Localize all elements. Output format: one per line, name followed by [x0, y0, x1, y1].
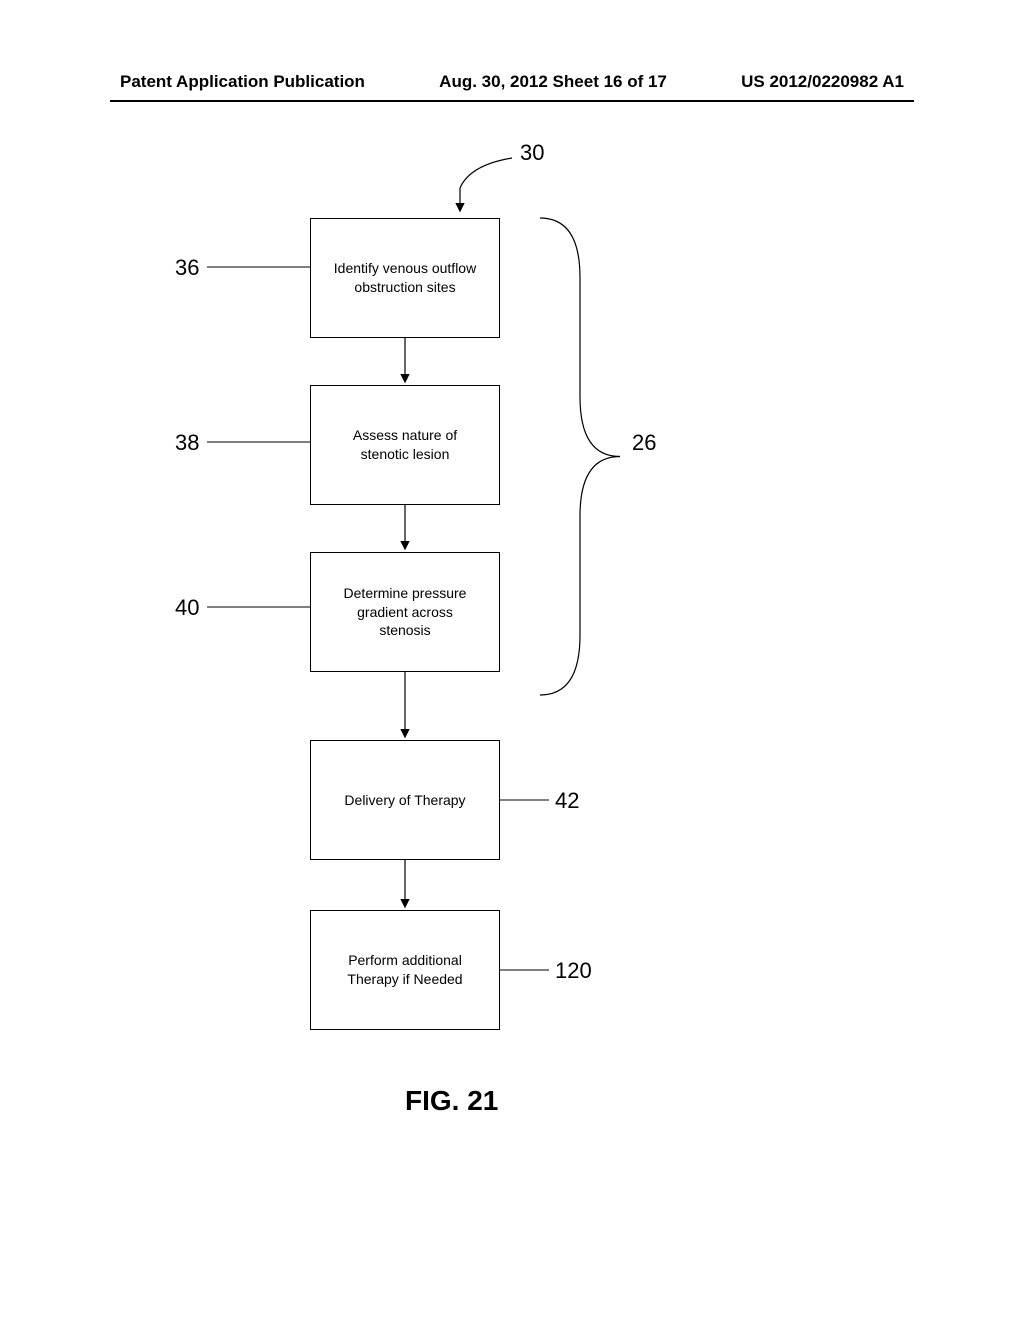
flow-step-label: Perform additional Therapy if Needed [347, 951, 462, 989]
ref-36: 36 [175, 255, 199, 281]
flow-step-label: Identify venous outflow obstruction site… [334, 259, 476, 297]
ref-26: 26 [632, 430, 656, 456]
header-rule [110, 100, 914, 102]
header-center: Aug. 30, 2012 Sheet 16 of 17 [439, 72, 667, 92]
flowchart-canvas: Identify venous outflow obstruction site… [0, 140, 1024, 1120]
ref-120: 120 [555, 958, 592, 984]
flowchart-svg [0, 140, 1024, 1120]
ref-40: 40 [175, 595, 199, 621]
flow-step-36: Identify venous outflow obstruction site… [310, 218, 500, 338]
header-right: US 2012/0220982 A1 [741, 72, 904, 92]
flow-step-label: Delivery of Therapy [344, 791, 465, 810]
header-left: Patent Application Publication [120, 72, 365, 92]
ref-30: 30 [520, 140, 544, 166]
flow-step-label: Determine pressure gradient across steno… [344, 584, 467, 641]
flow-step-label: Assess nature of stenotic lesion [353, 426, 457, 464]
flow-step-120: Perform additional Therapy if Needed [310, 910, 500, 1030]
flow-step-42: Delivery of Therapy [310, 740, 500, 860]
figure-caption: FIG. 21 [405, 1085, 498, 1117]
patent-header: Patent Application Publication Aug. 30, … [0, 72, 1024, 92]
ref-38: 38 [175, 430, 199, 456]
ref-42: 42 [555, 788, 579, 814]
flow-step-40: Determine pressure gradient across steno… [310, 552, 500, 672]
flow-step-38: Assess nature of stenotic lesion [310, 385, 500, 505]
